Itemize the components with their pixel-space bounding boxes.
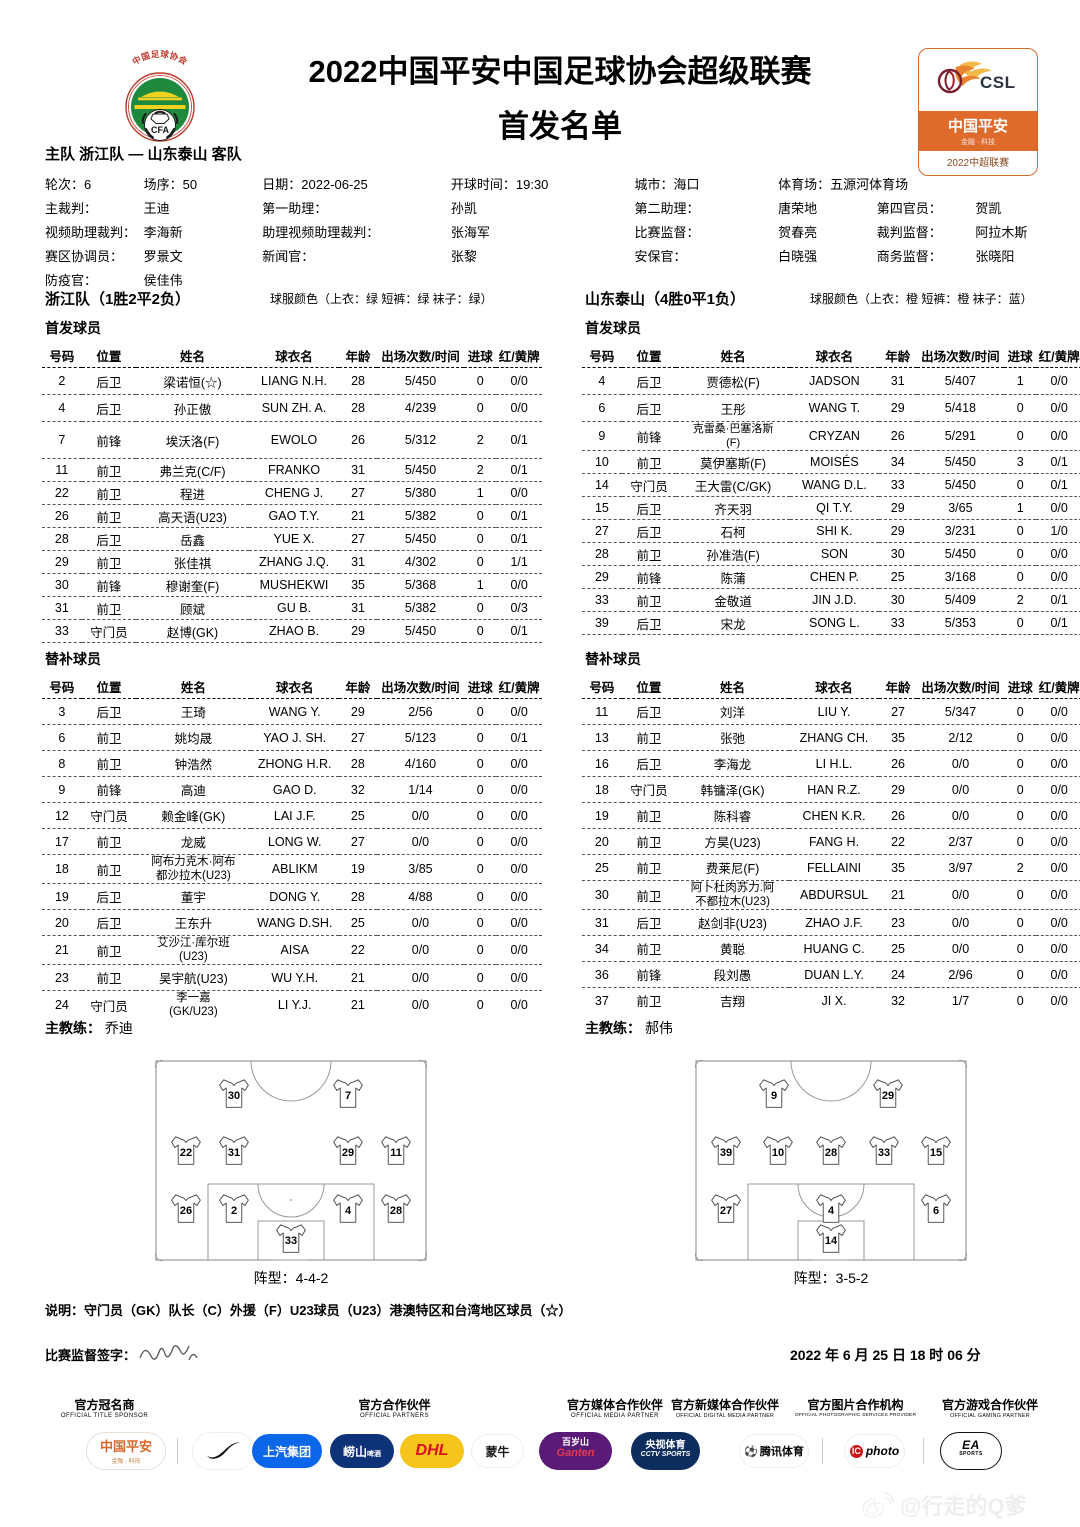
svg-text:CSL: CSL bbox=[980, 73, 1016, 92]
svg-text:29: 29 bbox=[342, 1147, 354, 1159]
svg-text:30: 30 bbox=[228, 1090, 240, 1102]
svg-text:9: 9 bbox=[771, 1090, 777, 1102]
svg-text:4: 4 bbox=[345, 1205, 352, 1217]
svg-text:33: 33 bbox=[878, 1147, 890, 1159]
svg-text:中国足球协会: 中国足球协会 bbox=[131, 50, 190, 67]
svg-text:26: 26 bbox=[180, 1205, 192, 1217]
svg-text:10: 10 bbox=[772, 1147, 784, 1159]
svg-text:28: 28 bbox=[825, 1147, 837, 1159]
svg-text:27: 27 bbox=[720, 1205, 732, 1217]
svg-text:28: 28 bbox=[390, 1205, 402, 1217]
svg-text:7: 7 bbox=[345, 1090, 351, 1102]
svg-text:6: 6 bbox=[933, 1205, 939, 1217]
svg-text:22: 22 bbox=[180, 1147, 192, 1159]
svg-text:CFA: CFA bbox=[151, 125, 170, 135]
svg-text:15: 15 bbox=[930, 1147, 942, 1159]
svg-text:33: 33 bbox=[285, 1235, 297, 1247]
svg-text:29: 29 bbox=[882, 1090, 894, 1102]
svg-text:4: 4 bbox=[828, 1205, 835, 1217]
svg-text:31: 31 bbox=[228, 1147, 240, 1159]
svg-text:11: 11 bbox=[390, 1147, 402, 1159]
svg-text:39: 39 bbox=[720, 1147, 732, 1159]
svg-text:14: 14 bbox=[825, 1235, 838, 1247]
svg-text:2: 2 bbox=[231, 1205, 237, 1217]
